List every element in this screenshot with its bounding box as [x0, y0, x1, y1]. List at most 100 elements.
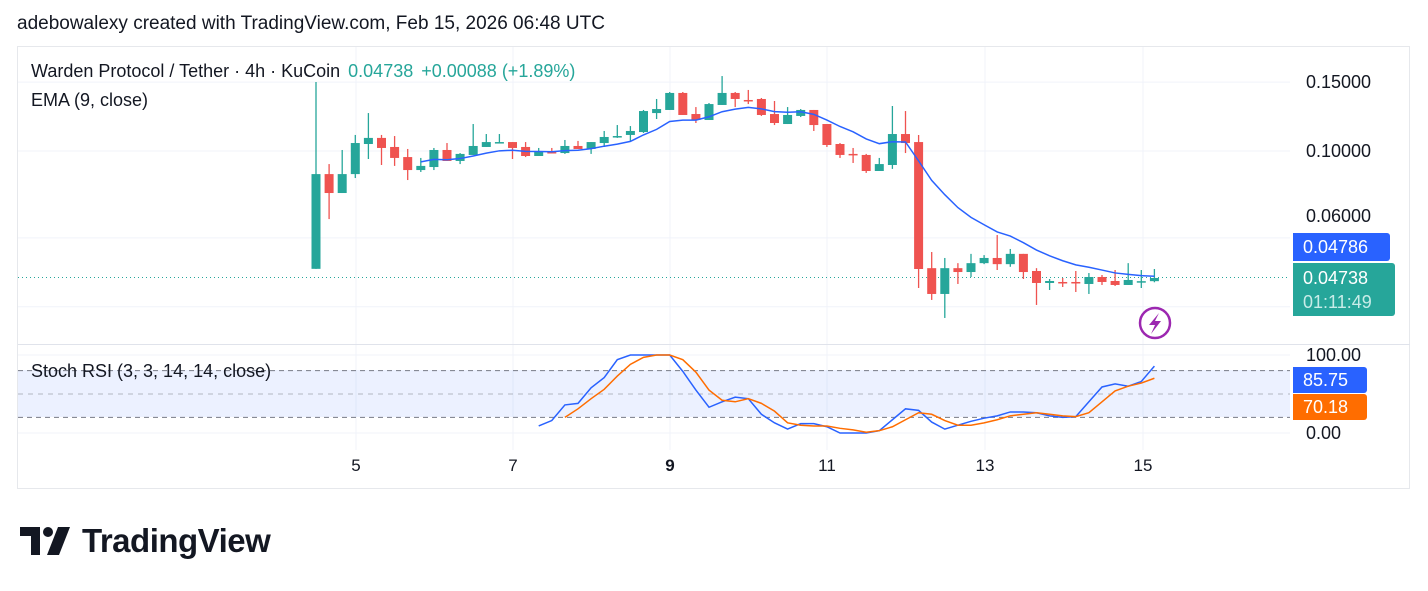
candle-body — [822, 124, 832, 145]
candle-body — [639, 111, 648, 133]
candle-body — [704, 104, 714, 121]
symbol-title: Warden Protocol / Tether · 4h · KuCoin — [31, 61, 341, 81]
tradingview-logo-icon — [20, 527, 70, 555]
candle-body — [311, 174, 321, 269]
last-price: 0.04738 — [348, 61, 414, 81]
stoch-k-line — [538, 354, 1155, 434]
candle-body — [992, 257, 1002, 265]
candle-body — [1149, 277, 1159, 282]
candle — [652, 98, 662, 120]
candle-body — [403, 157, 413, 171]
candle — [796, 109, 806, 118]
candle — [625, 126, 635, 141]
candle — [756, 97, 766, 116]
candle-body — [966, 263, 976, 273]
time-label: 7 — [508, 456, 518, 475]
candles — [311, 76, 1159, 318]
candle-body — [560, 145, 570, 154]
candle-body — [363, 137, 373, 145]
candle — [1045, 278, 1055, 290]
candle-body — [534, 152, 544, 157]
stoch-d-line — [564, 354, 1155, 433]
candle — [612, 125, 622, 138]
candle — [1018, 253, 1028, 279]
candle — [573, 140, 583, 149]
candle — [953, 263, 963, 284]
candle — [639, 109, 648, 133]
candle — [927, 252, 937, 300]
candle — [468, 124, 478, 155]
candle — [1071, 270, 1081, 293]
stoch-bands — [18, 370, 1290, 418]
candle-body — [743, 99, 753, 102]
candle-body — [927, 268, 937, 294]
stoch-tick: 0.00 — [1306, 423, 1342, 443]
candle-body — [324, 174, 334, 194]
time-label: 5 — [351, 456, 361, 475]
candle — [835, 143, 845, 158]
candle-body — [612, 136, 622, 138]
candle-body — [678, 92, 688, 115]
candle — [363, 113, 373, 160]
candle-body — [835, 144, 845, 155]
candle-body — [416, 165, 426, 171]
candle — [966, 253, 976, 277]
candle-body — [1071, 281, 1081, 284]
candle — [599, 130, 609, 147]
candle — [1032, 268, 1041, 305]
stoch-d-tag: 70.18 — [1293, 394, 1367, 420]
tradingview-logo-text: TradingView — [82, 522, 271, 559]
candle — [442, 143, 452, 161]
candle — [770, 100, 779, 126]
candle-body — [599, 136, 609, 144]
candle-body — [848, 153, 858, 156]
candle — [377, 134, 386, 165]
candle-body — [1005, 253, 1015, 265]
candle — [1084, 273, 1094, 294]
candle-body — [494, 142, 504, 144]
time-label: 9 — [665, 456, 675, 475]
candle — [1136, 269, 1146, 288]
candle-body — [756, 98, 766, 115]
stoch-tick: 100.00 — [1306, 345, 1362, 365]
candle — [848, 147, 858, 163]
candle — [521, 142, 531, 158]
candle-body — [940, 268, 950, 294]
symbol-legend[interactable]: Warden Protocol / Tether · 4h · KuCoin 0.… — [31, 61, 575, 82]
candle — [861, 153, 871, 173]
candle-body — [337, 174, 347, 194]
candle-body — [350, 143, 360, 175]
candle — [390, 136, 400, 166]
candle-body — [377, 137, 386, 148]
candle-body — [809, 109, 819, 126]
candle-body — [1058, 281, 1068, 284]
attribution: adebowalexy created with TradingView.com… — [17, 13, 605, 34]
tradingview-logo[interactable]: TradingView — [20, 522, 271, 560]
candle-body — [455, 153, 465, 161]
candle-body — [1097, 276, 1107, 282]
candle — [979, 255, 989, 265]
candle — [1058, 277, 1068, 288]
candle-body — [1045, 280, 1055, 283]
candle-body — [914, 142, 924, 270]
lightning-icon[interactable] — [1138, 306, 1172, 340]
candle — [901, 111, 910, 154]
candle — [743, 89, 753, 105]
ema-legend[interactable]: EMA (9, close) — [31, 90, 149, 110]
candle — [887, 106, 897, 169]
candle-body — [887, 134, 897, 165]
candle-body — [1032, 270, 1041, 283]
candle-body — [390, 146, 400, 158]
candle-body — [874, 164, 884, 172]
candle — [494, 134, 504, 144]
stoch-rsi-legend[interactable]: Stoch RSI (3, 3, 14, 14, close) — [31, 361, 272, 381]
candle-body — [953, 268, 963, 273]
candle-body — [861, 154, 871, 172]
candle — [1097, 274, 1107, 285]
time-label: 15 — [1133, 456, 1153, 475]
candle-body — [1110, 280, 1120, 285]
candle-body — [1123, 279, 1133, 285]
candle-body — [730, 92, 740, 99]
candle — [678, 91, 688, 115]
